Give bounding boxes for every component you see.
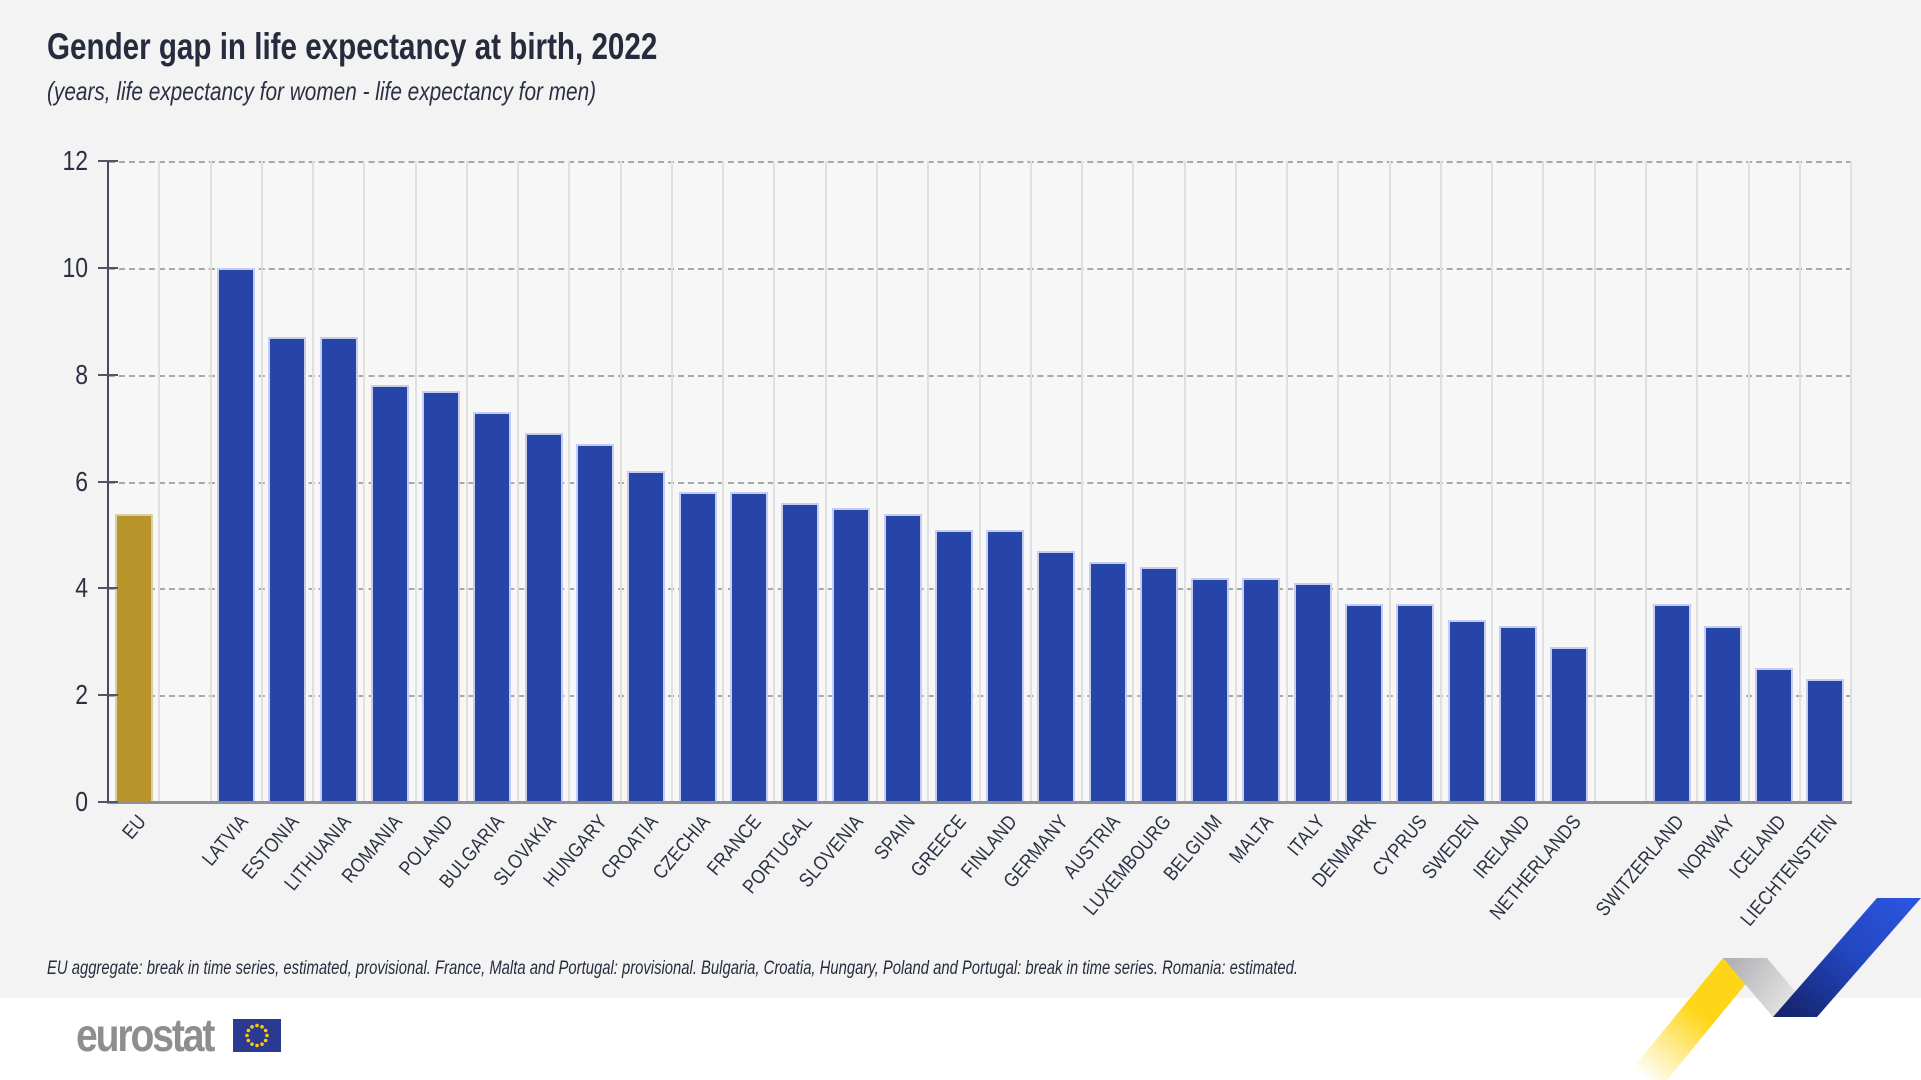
bar-greece	[934, 529, 973, 802]
y-tick-label-0: 0	[75, 786, 88, 817]
slot-gap	[160, 161, 212, 802]
bar-iceland	[1755, 668, 1794, 802]
y-tick-mark-8	[98, 373, 118, 376]
bar-czechia	[678, 492, 717, 802]
slot-romania: ROMANIA	[338, 161, 417, 887]
bar-latvia	[217, 267, 256, 802]
slot-italy: ITALY	[1283, 161, 1340, 860]
x-label-netherlands: NETHERLANDS	[1485, 811, 1586, 925]
y-tick-label-6: 6	[75, 465, 88, 497]
slot-denmark: DENMARK	[1308, 161, 1391, 892]
bar-estonia	[268, 337, 307, 802]
bar-eu	[114, 513, 153, 802]
y-tick-label-2: 2	[75, 679, 88, 711]
slot-germany: GERMANY	[1000, 161, 1084, 892]
x-label-eu: EU	[118, 811, 151, 844]
slot-malta: MALTA	[1226, 161, 1289, 868]
slot-croatia: CROATIA	[597, 161, 673, 883]
bar-italy	[1293, 583, 1332, 802]
bar-poland	[422, 390, 461, 802]
ribbon-decoration	[1623, 898, 1921, 1080]
slot-estonia: ESTONIA	[238, 161, 315, 883]
slot-latvia: LATVIA	[198, 161, 263, 870]
y-tick-label-10: 10	[62, 251, 88, 283]
bar-belgium	[1191, 577, 1230, 802]
ribbon-blue-stripe	[1773, 898, 1921, 1017]
slot-finland: FINLAND	[957, 161, 1032, 882]
eurostat-logo: eurostat	[76, 1009, 282, 1061]
bar-romania	[370, 385, 409, 802]
eu-flag-icon	[233, 1018, 282, 1052]
x-label-italy: ITALY	[1283, 811, 1330, 861]
slot-france: FRANCE	[703, 161, 776, 880]
bar-norway	[1703, 625, 1742, 802]
slot-lithuania: LITHUANIA	[280, 161, 366, 895]
bar-slots: EU LATVIA ESTONIA LITHUANIA ROMANIA POLAND BUL…	[109, 161, 1853, 930]
y-tick-mark-10	[98, 266, 118, 269]
footer-band	[0, 998, 1921, 1080]
slot-norway: NORWAY	[1674, 161, 1750, 883]
slot-luxembourg: LUXEMBOURG	[1080, 161, 1186, 920]
y-tick-mark-6	[98, 480, 118, 483]
y-tick-label-4: 4	[75, 572, 88, 604]
slot-sweden: SWEDEN	[1418, 161, 1494, 883]
bar-bulgaria	[473, 412, 512, 802]
bar-finland	[986, 529, 1025, 802]
bar-denmark	[1345, 604, 1383, 802]
bar-croatia	[627, 470, 666, 802]
slot-cyprus: CYPRUS	[1369, 161, 1442, 881]
bar-france	[729, 492, 768, 802]
x-label-spain: SPAIN	[869, 811, 920, 865]
bar-spain	[883, 513, 922, 802]
bar-slovakia	[524, 433, 563, 802]
plot-area: EU LATVIA ESTONIA LITHUANIA ROMANIA POLAND BUL…	[98, 160, 1853, 930]
y-tick-label-8: 8	[75, 358, 88, 390]
bar-ireland	[1498, 625, 1537, 802]
slot-iceland: ICELAND	[1726, 161, 1801, 883]
slot-gap	[1596, 161, 1647, 802]
slot-slovakia: SLOVAKIA	[489, 161, 571, 890]
slot-poland: POLAND	[395, 161, 468, 880]
footnote: EU aggregate: break in time series, esti…	[47, 958, 1298, 979]
bar-portugal	[781, 502, 820, 802]
slot-greece: GREECE	[907, 161, 981, 881]
bar-slovenia	[832, 508, 871, 802]
slot-liechtenstein: LIECHTENSTEIN	[1737, 161, 1853, 930]
bar-luxembourg	[1139, 566, 1178, 802]
slot-spain: SPAIN	[870, 161, 930, 864]
slot-switzerland: SWITZERLAND	[1591, 161, 1699, 921]
bar-hungary	[576, 444, 615, 802]
bar-lithuania	[319, 337, 358, 802]
slot-netherlands: NETHERLANDS	[1486, 161, 1596, 924]
x-label-malta: MALTA	[1225, 811, 1279, 868]
chart-title: Gender gap in life expectancy at birth, …	[47, 26, 658, 67]
bar-germany	[1037, 550, 1076, 802]
slot-austria: AUSTRIA	[1059, 161, 1135, 883]
slot-czechia: CZECHIA	[648, 161, 725, 884]
bar-sweden	[1447, 620, 1486, 802]
slot-ireland: IRELAND	[1469, 161, 1545, 883]
y-tick-mark-0	[98, 801, 118, 803]
bar-malta	[1242, 577, 1281, 802]
y-tick-mark-4	[98, 587, 118, 590]
x-axis-baseline	[107, 801, 1852, 804]
slot-eu: EU	[109, 161, 161, 844]
eurostat-wordmark: eurostat	[76, 1009, 215, 1061]
bar-austria	[1088, 561, 1127, 802]
slot-bulgaria: BULGARIA	[436, 161, 520, 893]
slot-portugal: PORTUGAL	[739, 161, 827, 898]
y-tick-mark-12	[98, 160, 118, 162]
slot-hungary: HUNGARY	[539, 161, 622, 891]
slot-belgium: BELGIUM	[1160, 161, 1237, 885]
bar-cyprus	[1396, 604, 1435, 802]
bar-liechtenstein	[1806, 679, 1845, 802]
bar-switzerland	[1652, 604, 1691, 802]
chart-subtitle: (years, life expectancy for women - life…	[47, 76, 597, 106]
ribbon-yellow-stripe	[1623, 958, 1767, 1080]
y-axis: 0 2 4 6 8 10 12	[0, 145, 96, 817]
slot-slovenia: SLOVENIA	[795, 161, 878, 892]
y-tick-mark-2	[98, 694, 118, 697]
bar-netherlands	[1550, 647, 1589, 802]
y-tick-label-12: 12	[62, 145, 88, 176]
